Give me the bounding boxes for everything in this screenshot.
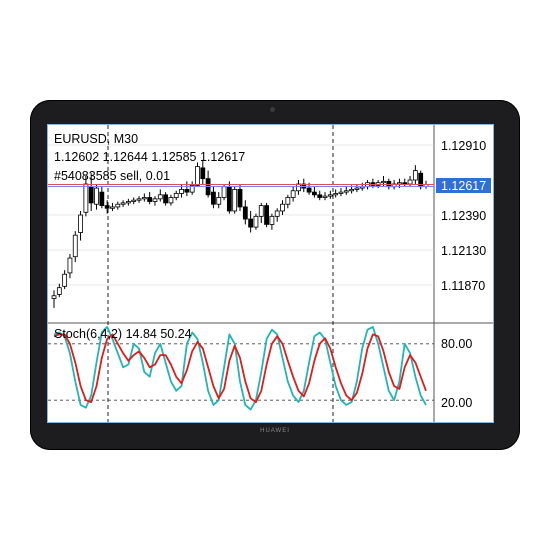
candle-bull [381,180,386,184]
candle-bear [242,206,248,220]
candle-bull [173,193,179,198]
candle-bear [99,191,105,206]
stoch-label: Stoch(6,4,2) 14.84 50.24 [54,327,192,341]
candle-bull [327,194,333,197]
candle-bull [67,257,73,274]
candle-bull [280,203,285,212]
current-price-badge [436,178,491,193]
candle-bull [78,214,83,233]
price-tick: 1.12390 [441,209,486,223]
price-tick: 1.12130 [441,244,486,258]
candle-bear [88,186,94,204]
candle-bear [104,205,110,209]
chart-canvas[interactable]: EURUSD, M30 1.12602 1.12644 1.12585 1.12… [48,125,493,422]
candle-bull [274,210,280,217]
candle-bull [136,198,142,201]
candle-bull [285,197,291,205]
price-grid [48,144,434,286]
trading-chart-screen[interactable]: EURUSD, M30 1.12602 1.12644 1.12585 1.12… [47,124,494,423]
candle-bear [306,187,312,193]
candle-bear [264,205,269,225]
candle-bull [338,191,344,194]
candle-bear [237,189,243,208]
candle-bull [168,197,174,204]
stoch-level-20: 20.00 [441,396,472,410]
camera-icon [270,107,275,112]
candle-bear [184,189,190,193]
candle-bear [317,194,323,198]
candle-bull [72,234,78,258]
candle-bull [221,186,227,198]
candle-bull [343,190,349,193]
order-label: #54083585 sell, 0.01 [54,169,170,183]
stoch-signal-line [53,333,427,404]
candle-bull [296,183,301,192]
candle-bull [349,189,355,192]
price-tick: 1.11870 [441,279,485,293]
candle-bull [253,215,259,228]
candle-bull [412,170,418,181]
candle-bull [232,189,238,212]
stoch-grid [48,343,434,401]
stoch-layer [53,325,427,411]
order-lines [48,183,434,187]
candle-bull [397,182,402,185]
stoch-main-line [53,325,427,411]
candle-bear [200,167,206,180]
candle-bull [157,194,163,200]
price-tick: 1.12910 [441,139,486,153]
device-brand: HUAWEI [260,428,290,434]
candle-bull [407,179,413,185]
candle-bull [258,205,264,217]
candle-bull [110,206,115,209]
candle-bull [179,189,184,194]
candle-bull [152,198,158,202]
candle-bull [269,215,275,225]
ohlc-values: 1.12602 1.12644 1.12585 1.12617 [54,150,245,164]
candle-bull [189,184,195,193]
candle-bear [311,191,317,196]
candle-bull [56,287,62,295]
candle-bull [195,166,200,186]
candle-bull [126,201,131,204]
current-price-label: 1.12617 [441,179,486,193]
candle-bull [333,193,339,196]
candle-bull [83,183,89,213]
candle-bull [51,295,57,299]
candle-bull [322,195,328,198]
candle-bull [94,187,99,205]
candle-bull [216,197,222,205]
candle-bear [163,194,168,204]
candle-bull [354,187,360,190]
candle-bull [131,199,137,202]
candle-bear [211,191,216,205]
candle-bull [115,203,121,208]
candle-bear [402,182,408,185]
symbol-timeframe: EURUSD, M30 [54,132,138,146]
candle-bear [248,218,254,228]
candle-bear [147,197,153,202]
candle-bull [62,273,68,287]
candle-bull [120,202,126,205]
stoch-level-80: 80.00 [441,337,472,351]
candle-bull [290,190,296,198]
candle-bear [226,186,232,212]
candle-bull [141,197,147,200]
